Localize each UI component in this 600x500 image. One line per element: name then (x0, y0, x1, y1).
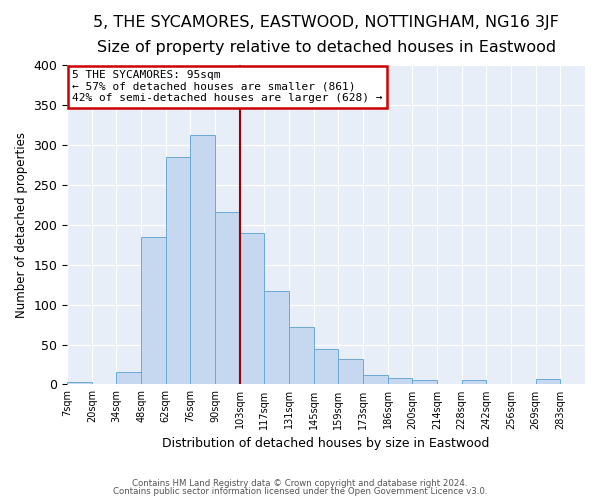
Bar (116, 372, 141, 384)
Bar (67, 382, 92, 384)
Bar (240, 233, 265, 384)
X-axis label: Distribution of detached houses by size in Eastwood: Distribution of detached houses by size … (163, 437, 490, 450)
Bar (190, 135, 215, 384)
Bar (338, 359, 363, 384)
Bar (289, 327, 314, 384)
Bar (166, 157, 190, 384)
Bar (363, 375, 388, 384)
Bar (265, 291, 289, 384)
Bar (536, 379, 560, 384)
Bar (314, 350, 338, 384)
Text: 5 THE SYCAMORES: 95sqm
← 57% of detached houses are smaller (861)
42% of semi-de: 5 THE SYCAMORES: 95sqm ← 57% of detached… (73, 70, 383, 104)
Text: Contains public sector information licensed under the Open Government Licence v3: Contains public sector information licen… (113, 487, 487, 496)
Bar (462, 380, 487, 384)
Text: Contains HM Land Registry data © Crown copyright and database right 2024.: Contains HM Land Registry data © Crown c… (132, 478, 468, 488)
Bar (141, 237, 166, 384)
Title: 5, THE SYCAMORES, EASTWOOD, NOTTINGHAM, NG16 3JF
Size of property relative to de: 5, THE SYCAMORES, EASTWOOD, NOTTINGHAM, … (93, 15, 559, 54)
Bar (215, 212, 240, 384)
Bar (412, 380, 437, 384)
Bar (388, 378, 412, 384)
Y-axis label: Number of detached properties: Number of detached properties (15, 132, 28, 318)
